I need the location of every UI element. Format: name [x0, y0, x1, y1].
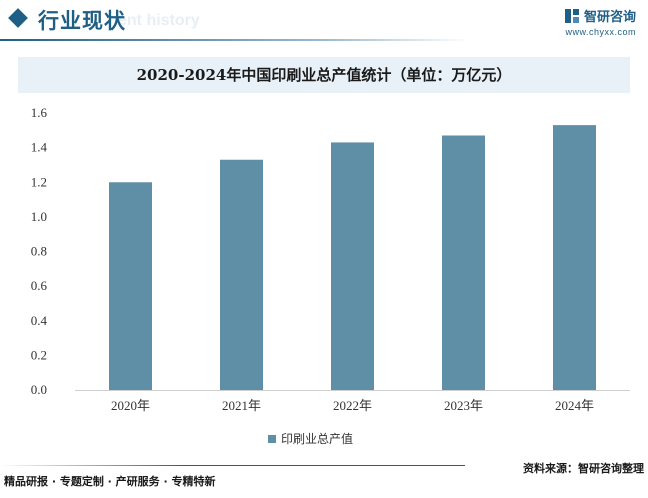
- header-divider: [0, 39, 470, 41]
- bar-2022年: [331, 142, 374, 390]
- diamond-icon: [8, 8, 28, 28]
- footer-source: 资料来源：智研咨询整理: [523, 462, 644, 475]
- y-tick-label: 0.2: [31, 347, 47, 362]
- x-tick-label: 2020年: [111, 398, 150, 413]
- bar-2020年: [109, 182, 152, 390]
- footer-tagline: 精品研报 · 专题定制 · 产研服务 · 专精特新: [4, 475, 216, 488]
- bar-2024年: [553, 125, 596, 391]
- y-tick-label: 1.2: [31, 174, 47, 189]
- x-tick-label: 2023年: [444, 398, 483, 413]
- brand-logo-icon: [564, 8, 579, 23]
- header: ent history 行业现状 智研咨询 www.chyxx.com: [0, 0, 648, 44]
- y-tick-label: 0.6: [31, 278, 48, 293]
- section-subtitle: ent history: [118, 12, 200, 29]
- brand-url: www.chyxx.com: [565, 27, 636, 37]
- footer-divider: [0, 465, 465, 466]
- y-tick-label: 1.4: [31, 140, 48, 155]
- y-tick-label: 1.6: [31, 105, 48, 120]
- bar-chart: 0.0 0.2 0.4 0.6 0.8 1.0 1.2 1.4 1.6 2020年 2021年 20…: [31, 105, 630, 413]
- chart-title: 2020-2024年中国印刷业总产值统计（单位：万亿元）: [136, 66, 512, 84]
- x-tick-label: 2024年: [555, 398, 594, 413]
- chart-title-band: 2020-2024年中国印刷业总产值统计（单位：万亿元）: [18, 57, 630, 93]
- brand-name: 智研咨询: [583, 10, 636, 25]
- legend-swatch: [268, 434, 276, 443]
- bar-2021年: [220, 159, 263, 390]
- y-tick-label: 1.0: [31, 209, 47, 224]
- brand: 智研咨询 www.chyxx.com: [564, 6, 636, 37]
- bar-2023年: [442, 135, 485, 390]
- legend: 印刷业总产值: [268, 430, 353, 447]
- y-tick-label: 0.4: [31, 313, 48, 328]
- x-tick-label: 2022年: [333, 398, 372, 413]
- y-tick-label: 0.0: [31, 382, 47, 397]
- y-tick-label: 0.8: [31, 244, 47, 259]
- legend-label: 印刷业总产值: [281, 432, 354, 446]
- section-title: 行业现状: [38, 9, 126, 33]
- x-tick-label: 2021年: [222, 398, 261, 413]
